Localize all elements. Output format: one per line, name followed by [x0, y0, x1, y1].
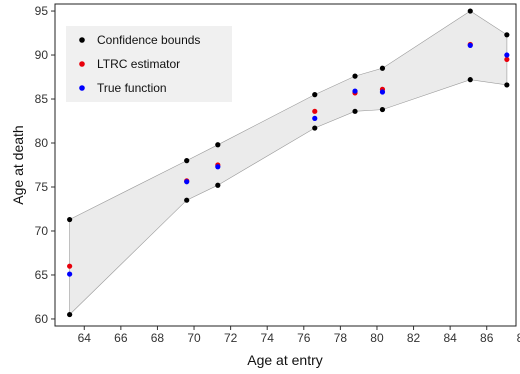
confidence-bound-upper-point: [379, 65, 386, 71]
x-axis-title: Age at entry: [247, 352, 323, 368]
legend-key-confidence-bounds: [79, 37, 85, 43]
true-function-point: [67, 271, 73, 277]
true-function-point: [312, 115, 318, 121]
confidence-bound-lower-point: [312, 125, 318, 131]
confidence-bound-lower-point: [215, 182, 221, 188]
legend: Confidence bounds LTRC estimator True func…: [66, 26, 232, 102]
legend-label-confidence-bounds: Confidence bounds: [97, 33, 200, 47]
true-function-point: [504, 52, 510, 58]
confidence-bound-lower-point: [379, 106, 386, 113]
confidence-bound-upper-point: [215, 142, 221, 148]
true-function-point: [379, 89, 386, 95]
y-tick-label: 70: [35, 224, 49, 238]
confidence-bound-lower-point: [467, 77, 473, 83]
true-function-point: [184, 179, 190, 185]
legend-label-ltrc-estimator: LTRC estimator: [97, 57, 180, 71]
confidence-bound-upper-point: [184, 158, 190, 164]
x-tick-label: 84: [443, 331, 457, 345]
x-axis-ticks: 64 66 68 70 72 74 76 78 80 82 84 86 88: [78, 326, 520, 345]
ltrc-estimator-point: [67, 263, 73, 269]
x-tick-label: 64: [78, 331, 92, 345]
x-tick-label: 76: [297, 331, 311, 345]
true-function-point: [352, 88, 358, 94]
confidence-bound-upper-point: [504, 32, 510, 38]
y-axis-ticks: 60 65 70 75 80 85 90 95: [35, 4, 55, 326]
y-tick-label: 95: [35, 4, 49, 18]
x-tick-label: 86: [480, 331, 494, 345]
x-tick-label: 68: [151, 331, 165, 345]
confidence-bound-lower-point: [184, 197, 190, 203]
true-function-point: [215, 164, 221, 170]
y-tick-label: 85: [35, 92, 49, 106]
ltrc-estimator-point: [312, 108, 318, 114]
plot-frame: [54, 3, 517, 327]
x-tick-label: 88: [517, 331, 520, 345]
y-axis-title: Age at death: [10, 125, 26, 204]
legend-background: [66, 26, 232, 102]
x-tick-label: 80: [370, 331, 384, 345]
confidence-bound-lower-point: [352, 108, 358, 114]
y-tick-label: 75: [35, 180, 49, 194]
ltrc-estimator-point: [504, 56, 510, 63]
y-tick-label: 60: [35, 312, 49, 326]
legend-key-true-function: [79, 85, 85, 91]
confidence-bound-upper-point: [67, 216, 73, 223]
y-tick-label: 65: [35, 268, 49, 282]
true-function-point: [467, 42, 473, 48]
x-tick-label: 72: [224, 331, 238, 345]
confidence-bound-upper-point: [352, 73, 358, 79]
confidence-bound-upper-point: [467, 8, 473, 14]
confidence-bound-lower-point: [67, 311, 73, 318]
y-tick-label: 90: [35, 48, 49, 62]
x-tick-label: 70: [187, 331, 201, 345]
x-tick-label: 82: [407, 331, 421, 345]
data-points: [67, 8, 510, 318]
confidence-bound-lower-point: [504, 82, 510, 88]
legend-label-true-function: True function: [97, 81, 167, 95]
legend-key-ltrc-estimator: [79, 61, 85, 67]
y-tick-label: 80: [35, 136, 49, 150]
x-tick-label: 66: [114, 331, 128, 345]
confidence-bound-upper-point: [312, 92, 318, 98]
x-tick-label: 78: [334, 331, 348, 345]
x-tick-label: 74: [261, 331, 275, 345]
